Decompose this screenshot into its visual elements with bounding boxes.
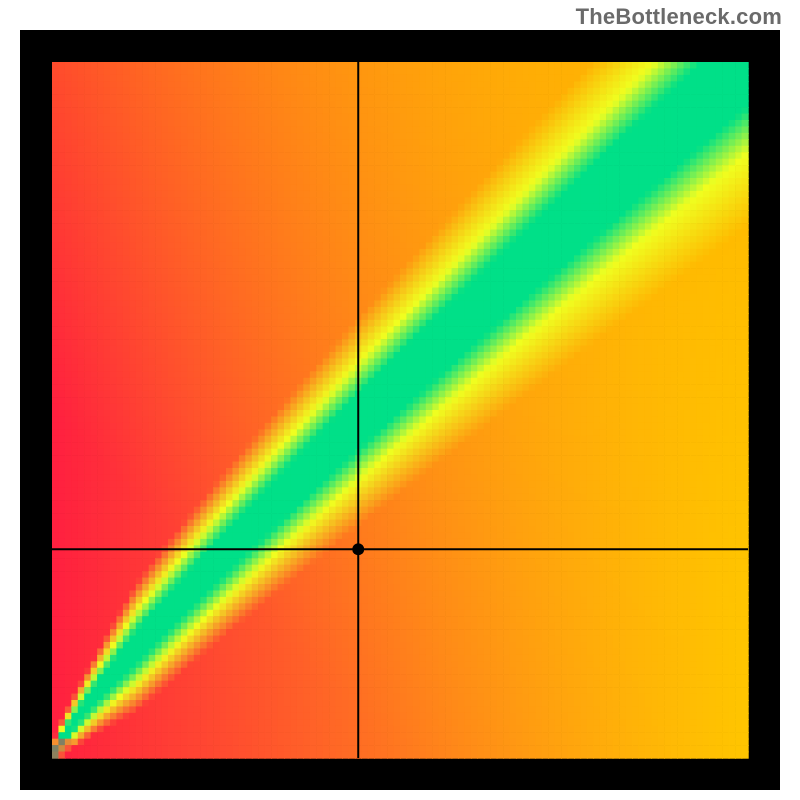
watermark-label: TheBottleneck.com <box>576 4 782 30</box>
heatmap-canvas <box>20 30 780 790</box>
bottleneck-heatmap <box>20 30 780 790</box>
